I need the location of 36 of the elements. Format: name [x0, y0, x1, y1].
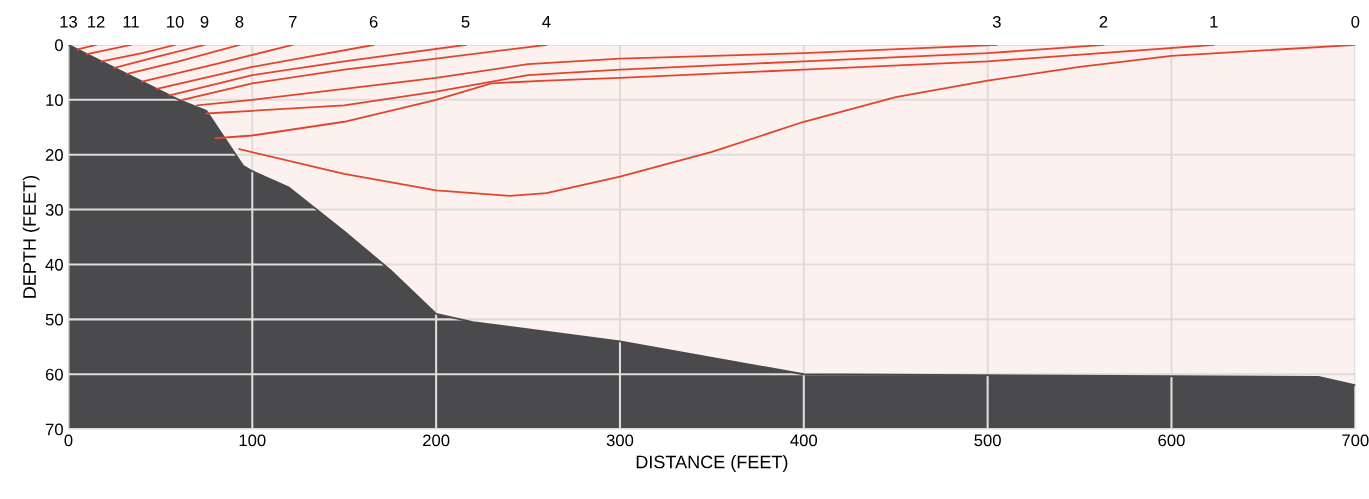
annotation: 5: [461, 16, 470, 28]
y-tick-label: 10: [46, 94, 63, 106]
annotation: 11: [123, 16, 139, 28]
line-series: [181, 44, 548, 101]
annotation: 12: [88, 15, 105, 28]
x-tick-label: 700: [1342, 434, 1369, 447]
x-tick-label: 0: [64, 434, 73, 447]
line-series: [196, 44, 998, 107]
y-tick-label: 60: [45, 368, 63, 381]
x-tick-label: 400: [790, 434, 818, 447]
y-tick-label: 50: [45, 313, 63, 326]
x-tick-label: 200: [423, 434, 450, 447]
annotation: 13: [60, 15, 77, 28]
x-tick-label: 500: [974, 434, 1001, 447]
line-series: [168, 44, 467, 97]
annotation: 4: [542, 16, 551, 28]
annotation: 10: [167, 15, 184, 28]
annotation: 3: [992, 15, 1001, 28]
y-axis-title: DEPTH (FEET): [22, 175, 40, 298]
annotation: 1: [1210, 16, 1218, 28]
x-axis-title: DISTANCE (FEET): [636, 455, 788, 472]
annotation: 0: [1351, 15, 1360, 28]
annotation: 7: [288, 16, 297, 28]
y-tick-label: 40: [45, 258, 63, 271]
y-tick-label: 0: [54, 39, 63, 52]
annotation: 9: [200, 15, 209, 28]
annotation: 2: [1099, 15, 1108, 28]
x-tick-label: 600: [1158, 434, 1185, 447]
x-tick-label: 300: [606, 434, 634, 447]
y-tick-label: 30: [45, 203, 63, 216]
annotation: 6: [369, 15, 378, 28]
line-series: [238, 44, 1356, 197]
x-tick-label: 100: [239, 434, 266, 447]
annotation: 8: [235, 15, 244, 28]
y-tick-label: 20: [45, 149, 63, 161]
y-tick-label: 70: [45, 423, 63, 436]
